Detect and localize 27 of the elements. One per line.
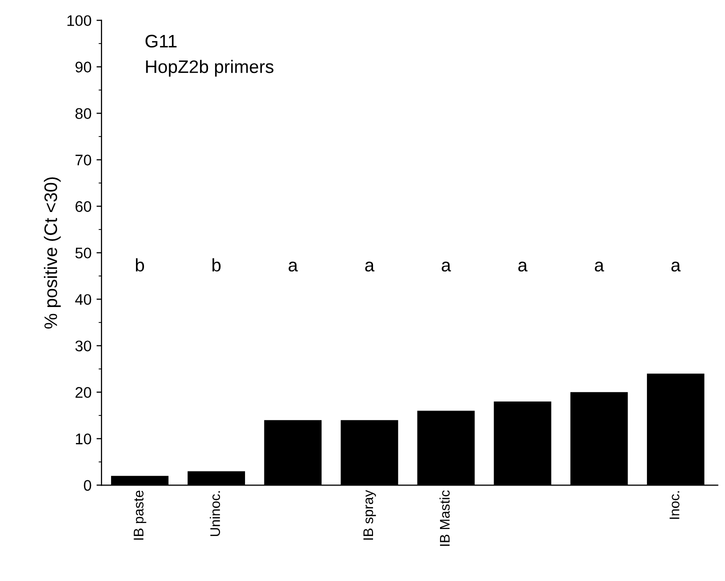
annotation: a [365,262,374,272]
y-tick-label: 40 [75,294,92,305]
y-tick-label: 30 [75,340,92,352]
annotation: a [594,262,604,272]
annotation: G11 [146,34,177,48]
annotation: a [671,262,681,272]
y-tick-label: 20 [76,387,92,398]
x-tick-label: IB paste [134,490,146,540]
y-axis-title: % positive (Ct <30) [44,177,61,329]
annotation: b [212,258,221,272]
annotation: b [136,258,144,272]
annotation: a [288,262,298,272]
y-tick-label: 0 [84,480,92,491]
y-tick-label: 100 [67,15,92,26]
y-tick-label: 60 [76,201,92,212]
y-tick-label: 90 [76,62,92,72]
y-tick-label: 50 [75,248,92,258]
annotation: a [442,262,452,272]
y-tick-label: 80 [75,108,92,119]
annotation: a [518,262,528,272]
x-tick-label: IB Mastic [440,490,450,546]
x-tick-label: Inoc. [670,491,680,519]
y-tick-label: 70 [76,154,92,166]
x-tick-label: Uninoc. [210,491,220,536]
y-tick-label: 10 [76,434,92,444]
x-tick-label: IB spray [363,490,376,540]
annotation: HopZ2b primers [146,60,274,77]
